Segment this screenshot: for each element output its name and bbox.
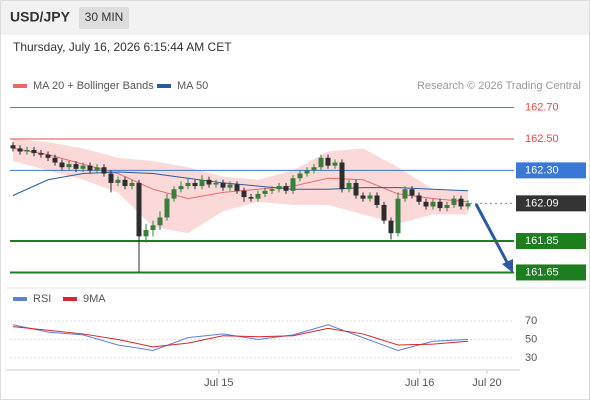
- candle-body: [353, 182, 359, 196]
- candle-body: [185, 182, 191, 187]
- rsi-tick-label: 50: [525, 333, 537, 345]
- candle-body: [367, 195, 373, 199]
- subtitle: Thursday, July 16, 2026 6:15:44 AM CET: [13, 40, 232, 54]
- legend-label: 9MA: [83, 293, 106, 305]
- candle-body: [234, 184, 240, 191]
- level-box: [516, 162, 586, 179]
- candle-body: [178, 186, 184, 190]
- candle-body: [332, 162, 338, 166]
- forecast-arrow: [474, 203, 510, 265]
- level-box: [516, 195, 586, 212]
- candle-body: [192, 182, 198, 187]
- candle-body: [318, 157, 324, 168]
- candle-body: [24, 149, 30, 152]
- candle-body: [101, 167, 107, 174]
- candle-body: [150, 225, 156, 231]
- candle-body: [31, 149, 37, 154]
- candle-body: [423, 201, 429, 207]
- candle-body: [129, 182, 135, 187]
- legend-label: MA 50: [177, 80, 208, 92]
- candle-body: [80, 165, 86, 169]
- level-label: 162.09: [525, 197, 559, 209]
- bollinger-band: [13, 138, 468, 234]
- candle-body: [374, 195, 380, 205]
- candle-body: [297, 173, 303, 179]
- level-box: [516, 233, 586, 250]
- level-label: 161.85: [525, 235, 559, 247]
- candle-body: [395, 198, 401, 234]
- candle-body: [87, 165, 93, 171]
- candle-body: [360, 195, 366, 199]
- candle-body: [10, 145, 16, 149]
- candle-body: [45, 154, 51, 158]
- candle-body: [171, 189, 177, 199]
- level-label: 162.30: [525, 164, 559, 176]
- candle-body: [136, 182, 142, 237]
- candle-body: [248, 197, 254, 199]
- candle-body: [311, 167, 317, 171]
- legend-label: RSI: [33, 293, 51, 305]
- rsi-tick-label: 70: [525, 315, 537, 327]
- candle-body: [381, 204, 387, 221]
- candle-body: [94, 167, 100, 171]
- candle-body: [269, 189, 275, 191]
- timeframe: 30 MIN: [85, 10, 124, 24]
- candle-body: [241, 190, 247, 198]
- candle-body: [122, 179, 128, 187]
- candle-body: [451, 198, 457, 205]
- candle-body: [59, 162, 65, 168]
- candle-body: [73, 164, 79, 169]
- candle-body: [458, 198, 464, 207]
- level-label: 162.70: [525, 101, 559, 113]
- candle-body: [388, 220, 394, 234]
- candle-body: [465, 203, 471, 207]
- candle-body: [164, 198, 170, 218]
- candle-body: [325, 157, 331, 166]
- credit: Research © 2026 Trading Central: [417, 80, 581, 92]
- candle-body: [66, 164, 72, 168]
- level-box: [516, 264, 586, 281]
- arrow-head: [502, 259, 513, 273]
- candle-body: [290, 178, 296, 191]
- candle-body: [143, 230, 149, 237]
- legend-label: MA 20 + Bollinger Bands: [33, 80, 154, 92]
- candle-body: [276, 186, 282, 190]
- x-tick-label: Jul 15: [204, 377, 233, 389]
- symbol: USD/JPY: [10, 9, 71, 25]
- candle-body: [430, 201, 436, 207]
- candle-body: [304, 170, 310, 174]
- candle-body: [262, 190, 268, 194]
- candle-body: [38, 153, 44, 155]
- candle-body: [17, 148, 23, 152]
- ma-line: [12, 171, 469, 196]
- rsi-line: [12, 326, 469, 348]
- candle-body: [255, 193, 261, 199]
- candle-body: [157, 217, 163, 226]
- candle-body: [52, 157, 58, 163]
- candle-body: [115, 179, 121, 183]
- candle-body: [283, 186, 289, 191]
- x-tick-label: Jul 16: [405, 377, 434, 389]
- candle-body: [339, 162, 345, 190]
- candle-body: [220, 182, 226, 188]
- candle-body: [108, 173, 114, 183]
- candle-body: [346, 182, 352, 190]
- rsi-tick-label: 30: [525, 352, 537, 364]
- candle-body: [199, 179, 205, 187]
- candle-body: [409, 189, 415, 196]
- level-label: 162.50: [525, 133, 559, 145]
- timeframe-box: [79, 7, 129, 29]
- candle-body: [437, 201, 443, 209]
- candle-body: [416, 195, 422, 202]
- level-label: 161.65: [525, 266, 559, 278]
- candle-body: [402, 189, 408, 199]
- candle-body: [227, 184, 233, 188]
- candle-body: [444, 204, 450, 209]
- candle-body: [213, 182, 219, 185]
- x-tick-label: Jul 20: [472, 377, 501, 389]
- candle-body: [206, 179, 212, 185]
